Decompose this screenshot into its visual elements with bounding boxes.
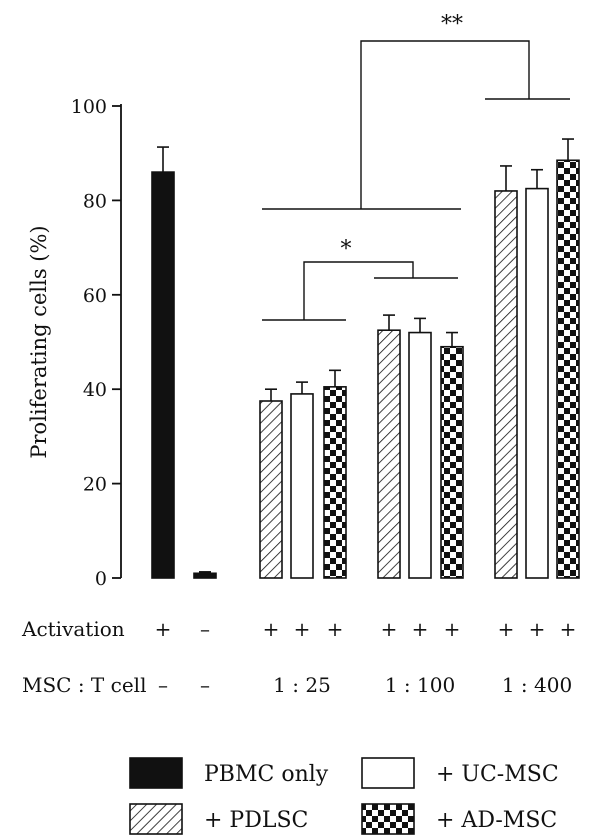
legend: PBMC only + UC-MSC + PDLSC + AD-MSC <box>129 757 559 835</box>
row-label-activation: Activation <box>21 617 125 641</box>
bar <box>494 190 518 579</box>
ratio-group-label: 1 : 400 <box>502 673 572 697</box>
ratio-mark: – <box>158 673 168 697</box>
y-tick-label: 40 <box>83 379 107 401</box>
bracket-double-star <box>360 40 530 209</box>
activation-mark: + <box>263 617 280 641</box>
bar <box>193 572 217 579</box>
activation-mark: + <box>412 617 429 641</box>
activation-mark: – <box>200 617 210 641</box>
legend-swatch <box>361 757 415 789</box>
row-label-ratio: MSC : T cell <box>22 673 146 697</box>
y-tick-label: 80 <box>83 190 107 212</box>
activation-mark: + <box>444 617 461 641</box>
y-tick-label: 0 <box>95 568 107 590</box>
bar <box>151 171 175 579</box>
bar <box>525 187 549 579</box>
bars <box>151 138 580 579</box>
legend-label: + AD-MSC <box>436 808 557 833</box>
ratio-group-label: 1 : 25 <box>273 673 331 697</box>
bar <box>408 331 432 579</box>
bar <box>440 345 464 579</box>
activation-mark: + <box>155 617 172 641</box>
activation-mark: + <box>498 617 515 641</box>
bar <box>556 159 580 579</box>
activation-mark: + <box>381 617 398 641</box>
legend-label: PBMC only <box>204 762 329 787</box>
significance-label: ** <box>441 12 463 37</box>
ratio-mark: – <box>200 673 210 697</box>
activation-mark: + <box>294 617 311 641</box>
bar <box>323 386 347 579</box>
activation-mark: + <box>327 617 344 641</box>
legend-label: + UC-MSC <box>436 762 559 787</box>
legend-label: + PDLSC <box>204 808 308 833</box>
ratio-group-label: 1 : 100 <box>385 673 455 697</box>
y-axis-title: Proliferating cells (%) <box>27 225 51 458</box>
y-tick-label: 60 <box>83 285 107 307</box>
significance-brackets: *** <box>262 12 570 321</box>
legend-swatch <box>361 803 415 835</box>
y-tick-label: 20 <box>83 474 107 496</box>
y-tick-label: 100 <box>71 96 107 118</box>
bar <box>377 329 401 579</box>
legend-swatch <box>129 803 183 835</box>
y-axis: 0 20 40 60 80 100 <box>71 96 122 590</box>
condition-rows: Activation + – + + + + + + + + +MSC : T cell – –1 : 2… <box>21 617 576 697</box>
legend-swatch <box>129 757 183 789</box>
activation-mark: + <box>529 617 546 641</box>
bar <box>290 393 314 579</box>
significance-label: * <box>341 237 352 262</box>
activation-mark: + <box>560 617 577 641</box>
bar <box>259 400 283 579</box>
bracket-star <box>303 261 414 320</box>
